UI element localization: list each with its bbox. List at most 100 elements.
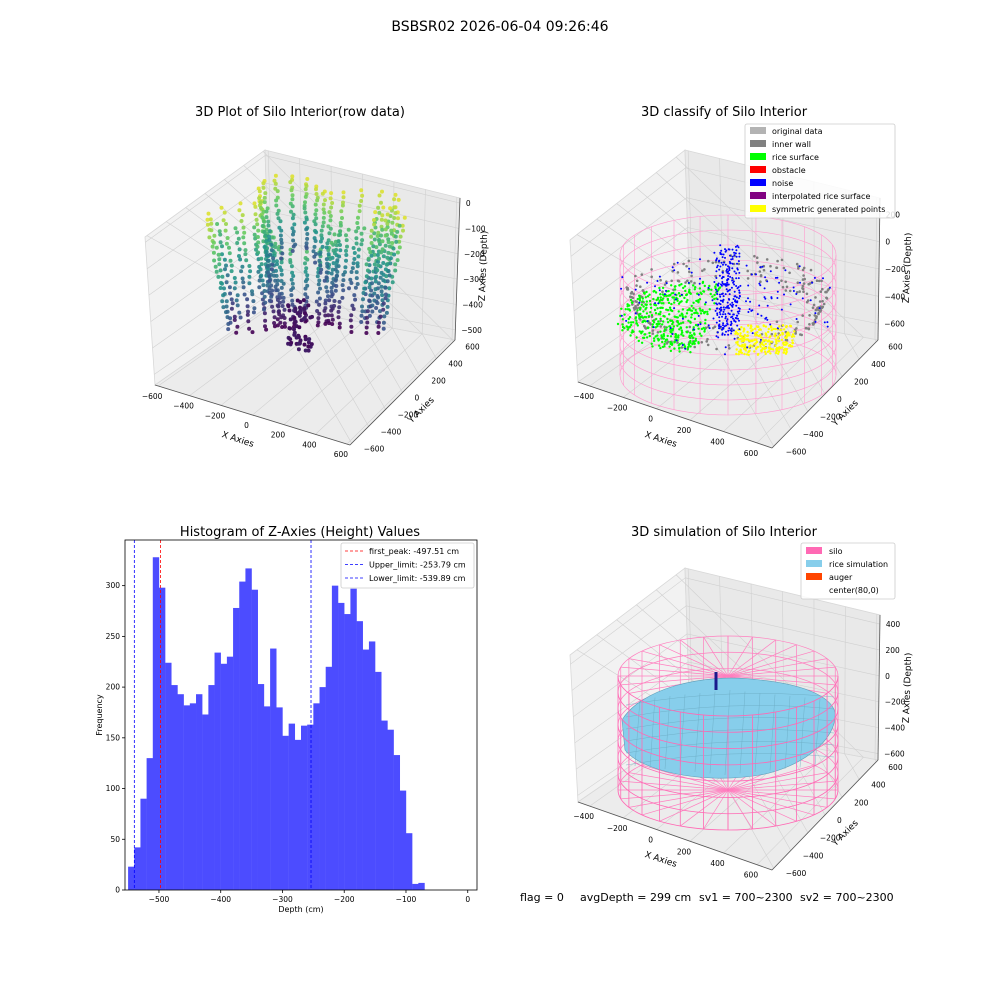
p2-point-rice-surface [659, 293, 662, 296]
p1-point [387, 286, 392, 291]
p2-point-rice-surface [703, 303, 707, 306]
p2-point-rice-surface [661, 323, 664, 326]
p1-point [272, 324, 277, 329]
p2-point-symmetric [736, 343, 739, 346]
p1-point [303, 200, 307, 205]
p2-point-rice-surface [676, 299, 679, 302]
p2-point-rice-surface [669, 349, 673, 353]
p2-point-rice-surface [663, 345, 666, 348]
p1-point [337, 321, 342, 326]
p4-y-tick-label: 0 [837, 816, 842, 825]
p1-point [292, 332, 297, 337]
p1-point [262, 230, 267, 234]
p2-point-rice-surface [638, 297, 641, 300]
p2-point-noise [719, 325, 722, 328]
p2-point-symmetric [754, 342, 757, 345]
p3-y-tick-label: 200 [106, 683, 121, 692]
p2-point-rice-surface [623, 313, 626, 316]
p1-point [262, 219, 267, 224]
p2-point-symmetric [759, 343, 762, 346]
p1-point [255, 244, 260, 249]
p4-rice-mesh-line [679, 694, 686, 771]
p2-point-noise [721, 315, 723, 318]
p2-point-inner-wall [688, 325, 692, 329]
p1-point [351, 246, 356, 250]
p1-point [323, 301, 328, 306]
p2-point-noise [680, 293, 683, 296]
p2-point-rice-surface [679, 322, 683, 325]
p1-point [318, 270, 323, 275]
p1-point [229, 263, 234, 268]
p2-z-tick-label: 0 [885, 238, 890, 247]
p1-point [322, 210, 327, 215]
p2-point-noise [801, 297, 804, 300]
p4-silo-roof-spoke [727, 666, 836, 677]
p1-z-tick-label: −500 [461, 326, 482, 335]
p2-point-noise [718, 302, 721, 305]
p2-point-noise [814, 320, 817, 323]
p2-point-rice-surface [662, 302, 665, 305]
p2-point-symmetric [768, 336, 771, 339]
p1-point [321, 215, 326, 220]
p2-point-rice-surface [624, 308, 627, 311]
p1-point [329, 294, 334, 299]
p2-point-inner-wall [706, 337, 709, 341]
p1-point [336, 315, 341, 320]
p2-legend-label: original data [772, 127, 823, 136]
p2-point-inner-wall [632, 292, 635, 296]
p1-point [372, 237, 377, 242]
p1-point [385, 279, 390, 284]
p2-point-symmetric [737, 338, 740, 341]
p2-point-noise [722, 295, 725, 298]
p4-legend-label: auger [829, 573, 853, 582]
p1-point [356, 225, 361, 230]
p2-point-inner-wall [782, 266, 786, 270]
p1-point [322, 308, 327, 313]
p4-x-tick-label: −200 [607, 824, 628, 833]
p1-point [208, 217, 213, 222]
p1-point [297, 313, 302, 318]
p1-point [350, 266, 355, 271]
p1-point [290, 281, 295, 286]
p2-point-noise [726, 322, 729, 325]
p2-point-noise [727, 289, 730, 292]
p3-bar [177, 694, 184, 890]
p1-point [352, 257, 357, 261]
p1-point [349, 270, 354, 274]
p1-point [245, 304, 250, 309]
p1-point [384, 262, 389, 267]
p1-point [333, 278, 338, 283]
p1-y-tick-label: −600 [364, 444, 385, 453]
p2-point-symmetric [735, 352, 738, 356]
p2-point-noise [737, 277, 740, 280]
p4-silo-floor-spoke [703, 789, 729, 830]
p2-point-noise [713, 251, 716, 254]
p2-point-symmetric [763, 350, 767, 353]
p4-y-tick-label: 400 [871, 781, 886, 790]
p2-point-rice-surface [696, 312, 699, 315]
p1-point [254, 217, 259, 222]
p2-point-noise [673, 269, 676, 272]
p1-point [269, 267, 274, 272]
p2-point-rice-surface [714, 286, 717, 290]
p2-point-inner-wall [701, 269, 704, 273]
p1-point [275, 298, 280, 302]
p2-point-noise [770, 296, 773, 299]
p2-point-noise [725, 283, 728, 286]
p2-point-rice-surface [682, 334, 685, 337]
p2-point-noise [718, 268, 721, 271]
p3-bar [158, 587, 166, 890]
p2-point-symmetric [740, 351, 744, 355]
p2-point-rice-surface [699, 309, 702, 312]
p1-point [377, 242, 382, 247]
p2-point-noise [738, 328, 741, 331]
p2-point-rice-surface [690, 334, 693, 337]
p2-point-noise [727, 333, 730, 336]
status-sv1: sv1 = 700~2300 [699, 891, 793, 904]
p1-point [240, 213, 245, 218]
p2-point-symmetric [764, 339, 767, 342]
p1-point [269, 242, 274, 247]
p2-point-noise [725, 269, 728, 272]
p1-point [281, 299, 286, 304]
